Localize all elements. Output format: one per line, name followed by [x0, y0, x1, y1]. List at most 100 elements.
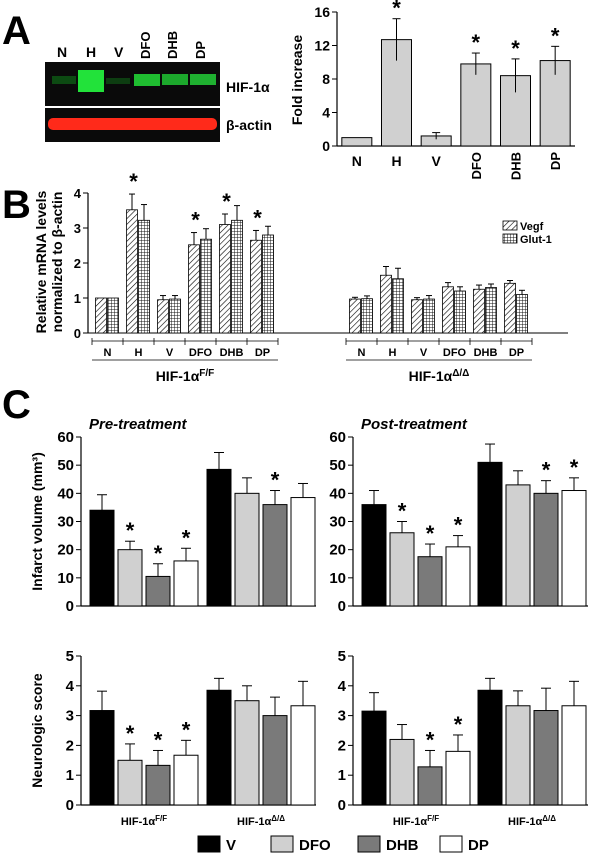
- significance-star: *: [454, 712, 463, 737]
- bar: [533, 710, 559, 806]
- blot-lane-label: N: [57, 44, 67, 60]
- significance-star: *: [392, 0, 401, 21]
- bar: [89, 509, 115, 607]
- bar: [117, 549, 143, 607]
- chart-neuro-pre: 0 1 2 3 4 5 Neurologic score * * * HIF-1αF/F HIF-1α…: [29, 648, 316, 828]
- hif-band: [52, 76, 76, 84]
- actin-band-label: β-actin: [226, 117, 272, 133]
- bar: [516, 294, 528, 334]
- y-tick-label: 1: [74, 291, 81, 306]
- hif-band-label: HIF-1α: [226, 79, 270, 95]
- y-tick-label: 3: [338, 708, 346, 725]
- chart-mrna-levels: 0 1 2 3 4 Relative mRNA levels normalized to β…: [33, 169, 568, 384]
- legend-treatments: V DFO DHB DP: [197, 835, 489, 853]
- y-tick-label: 60: [57, 429, 74, 446]
- bar: [231, 219, 243, 334]
- bar: [95, 297, 107, 334]
- significance-star: *: [126, 721, 135, 746]
- bar: [505, 705, 531, 806]
- y-tick-label: 20: [57, 542, 74, 559]
- bar: [219, 224, 231, 334]
- group-label: HIF-1αΔ/Δ: [237, 814, 285, 829]
- y-tick-label: 4: [74, 186, 82, 201]
- y-tick-label: 0: [74, 326, 81, 341]
- y-tick-label: 0: [338, 797, 346, 814]
- y-tick-label: 10: [329, 570, 346, 587]
- bar: [206, 689, 232, 806]
- bar: [460, 63, 492, 147]
- y-tick-label: 30: [57, 514, 74, 531]
- group-label: HIF-1αΔ/Δ: [409, 368, 470, 385]
- chart-infarct-post: 0 10 20 30 40 50 60 Post-treatment * * * * *: [329, 416, 588, 615]
- y-tick-label: 0: [66, 797, 74, 814]
- hif-bands: [52, 70, 216, 92]
- legend-label-dhb: DHB: [386, 837, 419, 853]
- significance-star: *: [191, 208, 200, 233]
- x-tick-label: V: [431, 153, 441, 169]
- bar: [361, 298, 373, 334]
- bar: [417, 766, 443, 806]
- bar: [157, 299, 169, 334]
- significance-star: *: [426, 727, 435, 752]
- y-axis-label-line1: Relative mRNA levels: [33, 190, 49, 333]
- bar: [250, 239, 262, 334]
- bar: [473, 288, 485, 334]
- significance-star: *: [542, 458, 551, 483]
- significance-star: *: [129, 169, 138, 194]
- bar: [445, 546, 471, 607]
- bar: [485, 287, 497, 334]
- x-tick-label: H: [135, 347, 143, 359]
- bar: [188, 244, 200, 334]
- x-tick-label: V: [166, 347, 174, 359]
- hif-band: [190, 74, 216, 85]
- bar: [262, 234, 274, 334]
- y-tick-label: 0: [66, 598, 74, 615]
- bar: [392, 278, 404, 334]
- legend-label-glut1: Glut-1: [520, 234, 552, 246]
- bar: [477, 689, 503, 806]
- significance-star: *: [182, 525, 191, 550]
- bar: [200, 238, 212, 334]
- western-blot: N H V DFO DHB DP HIF-1α β-actin: [45, 31, 272, 142]
- y-tick-label: 60: [329, 429, 346, 446]
- bar: [454, 290, 466, 334]
- legend-swatch-dhb: [357, 835, 381, 853]
- bar: [290, 705, 316, 806]
- legend-swatch-glut1: [502, 233, 518, 244]
- y-tick-label: 10: [57, 570, 74, 587]
- bar: [349, 298, 361, 334]
- chart-neuro-post: 0 1 2 3 4 5 * * HIF-1αF/F HIF-1αΔ/Δ: [338, 648, 588, 828]
- x-tick-label: DHB: [220, 347, 244, 359]
- bar: [290, 497, 316, 607]
- group-label: HIF-1αF/F: [393, 814, 439, 829]
- significance-star: *: [222, 189, 231, 214]
- x-tick-label: V: [420, 347, 428, 359]
- panel-letter-a: A: [2, 9, 31, 53]
- x-tick-label: DHB: [474, 347, 498, 359]
- x-tick-label: N: [352, 153, 362, 169]
- legend-swatch-v: [197, 835, 221, 853]
- blot-lane-label: V: [114, 44, 124, 60]
- significance-star: *: [398, 499, 407, 524]
- blot-lane-label: H: [86, 44, 96, 60]
- actin-band: [48, 118, 217, 130]
- bar: [380, 274, 392, 334]
- legend-label-v: V: [226, 837, 236, 853]
- y-tick-label: 4: [66, 678, 75, 695]
- hif-band: [106, 78, 130, 84]
- bar: [389, 738, 415, 806]
- significance-star: *: [426, 521, 435, 546]
- significance-star: *: [126, 518, 135, 543]
- bar: [89, 710, 115, 806]
- group-label: HIF-1αF/F: [156, 368, 215, 385]
- panel-letter-b: B: [2, 183, 31, 227]
- x-tick-label: DFO: [443, 347, 467, 359]
- bar: [505, 484, 531, 607]
- legend-label-dfo: DFO: [299, 837, 331, 853]
- x-tick-label: DHB: [509, 152, 524, 180]
- bar: [262, 715, 288, 806]
- blot-lane-label: DFO: [138, 32, 153, 59]
- legend-label-dp: DP: [468, 837, 489, 853]
- bar: [145, 575, 171, 607]
- bar: [442, 286, 454, 334]
